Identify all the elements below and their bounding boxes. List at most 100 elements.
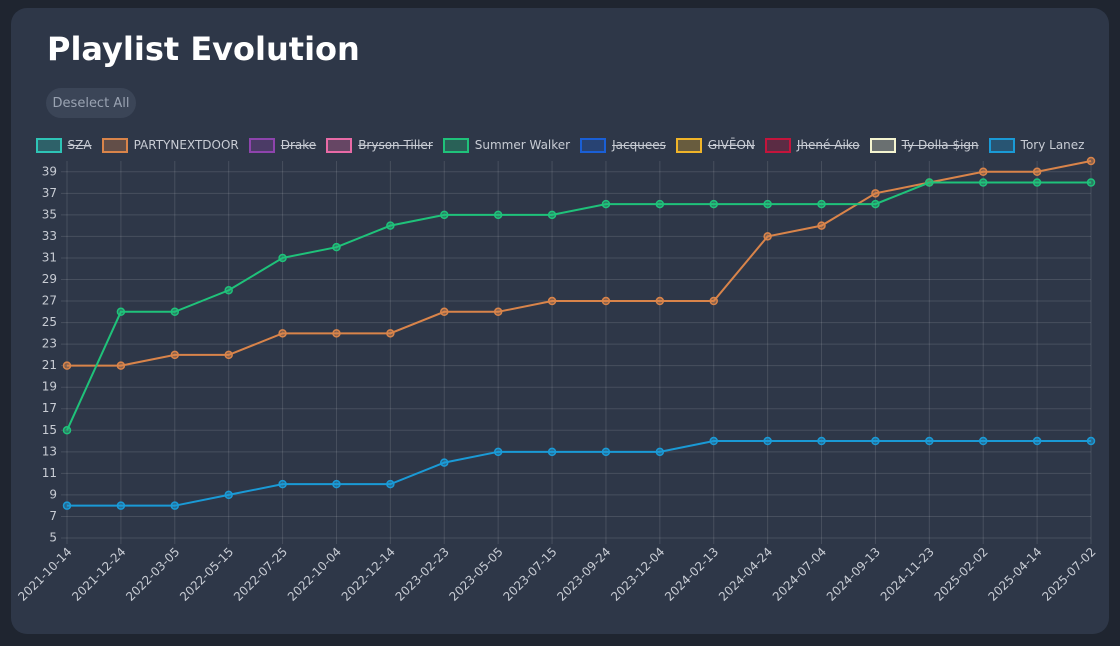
x-tick-label: 2024-09-13: [824, 545, 883, 604]
x-tick-label: 2022-03-05: [123, 545, 182, 604]
legend-label: Bryson Tiller: [358, 138, 433, 152]
data-point: [655, 447, 665, 457]
data-point: [601, 296, 611, 306]
legend-swatch: [248, 137, 275, 153]
title: Playlist Evolution: [47, 30, 360, 68]
x-tick-label: 2025-04-14: [985, 545, 1044, 604]
legend-item[interactable]: SZA: [35, 137, 92, 153]
x-tick-label: 2024-02-13: [662, 545, 721, 604]
series-line: [67, 160, 1092, 367]
data-point: [925, 178, 934, 187]
data-point: [493, 307, 503, 317]
x-tick-label: 2023-07-15: [500, 545, 559, 604]
data-point: [386, 221, 395, 230]
x-tick-label: 2023-12-04: [608, 545, 667, 604]
data-point: [440, 458, 449, 467]
legend-swatch: [326, 137, 353, 153]
data-point: [440, 307, 449, 317]
data-point: [547, 296, 557, 306]
legend-item[interactable]: Drake: [248, 137, 317, 153]
deselect-button[interactable]: Deselect All: [46, 88, 136, 118]
data-point: [386, 329, 395, 338]
data-point: [655, 199, 665, 209]
x-tick-label: 2024-07-04: [770, 545, 829, 604]
series-line: [66, 181, 1091, 431]
data-point: [978, 167, 988, 177]
data-point: [1032, 178, 1042, 187]
legend-item[interactable]: GIVĒON: [675, 137, 755, 153]
x-tick-label: 2022-07-25: [231, 545, 290, 604]
legend-item[interactable]: Jhené Aiko: [764, 137, 860, 153]
y-tick-label: 5: [49, 531, 57, 545]
data-point: [547, 447, 557, 457]
data-point: [1032, 167, 1042, 177]
y-tick-label: 7: [49, 509, 57, 523]
data-point: [709, 436, 718, 446]
data-point: [224, 286, 233, 295]
legend-label: Summer Walker: [474, 138, 571, 152]
data-point: [170, 307, 180, 317]
data-point: [278, 329, 287, 338]
x-tick-label: 2025-02-02: [932, 545, 991, 604]
legend-swatch: [35, 137, 62, 153]
y-tick-label: 15: [42, 423, 57, 437]
data-point: [116, 501, 126, 510]
legend-item[interactable]: Summer Walker: [442, 137, 571, 153]
legend-label: PARTYNEXTDOOR: [133, 138, 239, 152]
y-tick-label: 33: [42, 229, 57, 243]
data-point: [871, 436, 880, 446]
y-tick-label: 37: [42, 186, 57, 200]
legend-label: Jhené Aiko: [796, 138, 860, 152]
legend-swatch: [675, 137, 702, 153]
legend-swatch: [869, 137, 896, 153]
data-point: [709, 296, 718, 306]
x-tick-label: 2023-05-05: [447, 545, 506, 604]
legend-label: GIVĒON: [707, 138, 755, 152]
data-point: [1086, 156, 1096, 166]
y-tick-label: 13: [42, 444, 57, 458]
x-tick-label: 2023-02-23: [393, 545, 452, 604]
legend-swatch: [580, 137, 607, 153]
x-tick-label: 2021-10-14: [15, 545, 74, 604]
data-point: [224, 350, 233, 360]
legend-item[interactable]: Ty Dolla $ign: [869, 137, 979, 153]
data-point: [601, 447, 611, 457]
data-point: [440, 210, 449, 220]
data-point: [817, 199, 826, 209]
data-point: [817, 436, 826, 446]
legend-item[interactable]: Tory Lanez: [988, 137, 1085, 153]
y-tick-label: 17: [42, 401, 57, 415]
data-point: [332, 242, 341, 252]
data-point: [386, 479, 395, 489]
data-point: [224, 490, 233, 500]
legend-label: Ty Dolla $ign: [901, 138, 979, 152]
legend-swatch: [988, 137, 1015, 153]
data-point: [978, 178, 988, 187]
data-point: [709, 199, 718, 209]
legend-label: Tory Lanez: [1020, 138, 1085, 152]
data-point: [817, 221, 826, 230]
y-tick-label: 25: [42, 315, 57, 329]
y-tick-label: 27: [42, 294, 57, 308]
legend-item[interactable]: PARTYNEXTDOOR: [101, 137, 239, 153]
y-tick-label: 31: [42, 250, 57, 264]
data-point: [1086, 436, 1096, 446]
data-point: [170, 501, 180, 510]
legend-item[interactable]: Bryson Tiller: [326, 137, 433, 153]
legend-label: Drake: [280, 138, 317, 152]
data-point: [763, 232, 772, 241]
y-tick-label: 39: [42, 164, 57, 178]
y-tick-label: 21: [42, 358, 57, 372]
legend-swatch: [442, 137, 469, 153]
series-line: [67, 440, 1091, 507]
data-point: [601, 199, 611, 209]
data-point: [871, 199, 880, 209]
y-tick-label: 19: [42, 380, 57, 394]
y-tick-label: 9: [49, 487, 57, 501]
legend-item[interactable]: Jacquees: [580, 137, 666, 153]
legend: SZA PARTYNEXTDOOR Drake Bryson Tiller Summer…: [11, 137, 1109, 153]
x-tick-label: 2022-10-04: [285, 545, 344, 604]
data-point: [332, 479, 341, 489]
y-tick-label: 29: [42, 272, 57, 286]
